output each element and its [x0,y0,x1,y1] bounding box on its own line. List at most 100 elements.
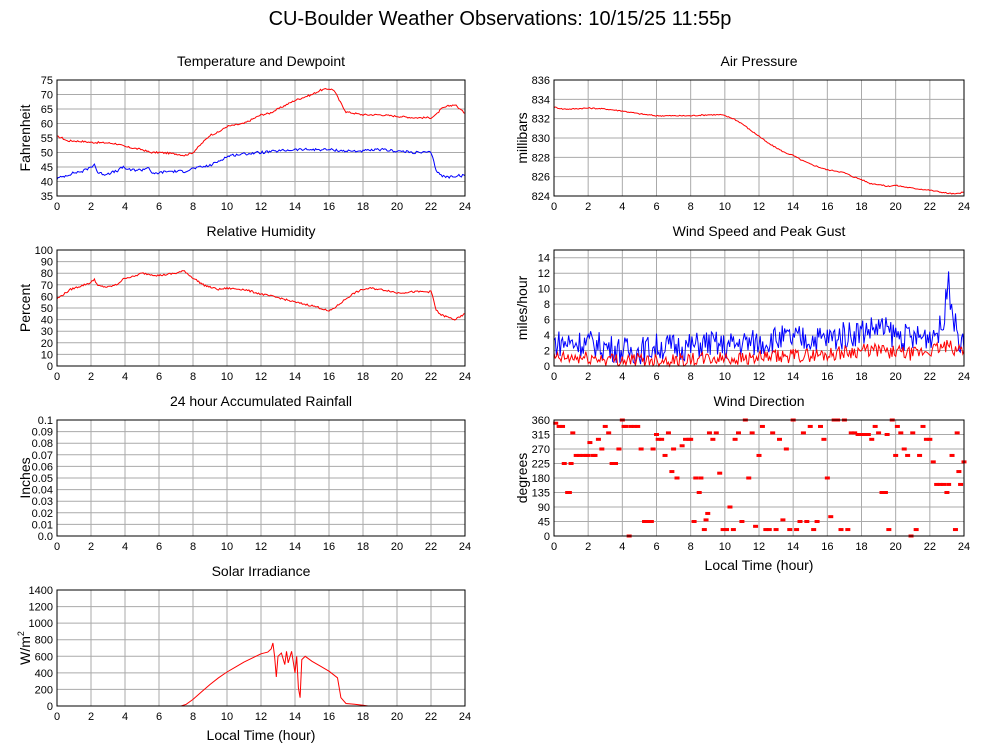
x-tick-label: 16 [821,371,833,383]
y-tick-label: 0.08 [32,438,53,450]
x-tick-label: 8 [190,711,196,723]
y-tick-label: 0 [544,531,550,543]
chart-title: Solar Irradiance [212,563,311,579]
y-tick-label: 90 [538,502,550,514]
y-tick-label: 70 [41,90,53,102]
data-point [824,476,830,480]
x-tick-label: 10 [221,201,233,213]
data-point [568,462,574,465]
y-tick-label: 834 [532,94,550,106]
x-tick-label: 14 [289,711,301,723]
y-tick-label: 75 [41,75,53,87]
y-tick-label: 50 [41,148,53,160]
plot-frame [56,589,466,707]
data-point [766,528,772,532]
data-point [587,441,593,445]
x-tick-label: 6 [653,541,659,553]
y-tick-label: 1200 [29,602,53,614]
data-point [884,433,890,436]
data-point [599,447,605,451]
x-tick-label: 22 [425,541,437,553]
page-title: CU-Boulder Weather Observations: 10/15/2… [268,8,732,30]
data-point [679,444,685,448]
data-point [923,437,929,441]
x-tick-label: 14 [289,371,301,383]
y-tick-label: 30 [41,326,53,338]
data-point [756,453,762,457]
data-point [665,431,671,435]
x-tick-label: 22 [924,371,936,383]
y-tick-label: 0.04 [32,485,53,497]
y-tick-label: 0 [47,361,53,373]
data-point [901,447,907,451]
y-tick-label: 0.05 [32,473,53,485]
data-point [749,431,755,435]
data-point [773,528,779,532]
data-point [797,520,803,523]
plot-frame [553,249,965,367]
x-tick-label: 8 [190,541,196,553]
y-tick-label: 90 [41,257,53,269]
data-point [879,491,885,494]
data-point [595,437,601,441]
x-tick-label: 12 [753,371,765,383]
y-tick-label: 40 [41,315,53,327]
x-tick-label: 18 [357,711,369,723]
x-tick-label: 10 [719,541,731,553]
data-point [777,437,782,441]
x-tick-label: 22 [425,711,437,723]
data-point [556,424,562,428]
data-point [674,476,680,480]
y-axis-label: miles/hour [514,275,530,340]
data-point [952,528,958,532]
y-tick-label: 836 [532,75,550,87]
data-point [852,431,858,435]
y-tick-label: 826 [532,172,550,184]
x-tick-label: 16 [323,201,335,213]
y-tick-label: 0 [544,361,550,373]
x-tick-label: 2 [585,201,591,213]
data-point [910,431,916,435]
data-point [696,491,702,494]
data-point [561,462,567,465]
data-point [580,453,586,457]
data-point [671,447,677,451]
y-tick-label: 55 [41,133,53,145]
data-point [570,431,576,435]
x-axis-label: Local Time (hour) [207,727,316,743]
x-tick-label: 2 [585,541,591,553]
data-point [838,528,844,532]
x-tick-label: 4 [619,201,625,213]
data-point [859,433,864,436]
data-point [807,424,813,428]
x-tick-label: 0 [54,201,60,213]
data-point [606,431,612,435]
y-tick-label: 0.09 [32,427,53,439]
y-tick-label: 12 [538,268,550,280]
x-tick-label: 8 [688,541,694,553]
data-point [616,447,622,451]
y-tick-label: 400 [35,668,53,680]
data-point [720,528,726,532]
y-axis-label: millibars [514,112,530,163]
y-tick-label: 0.02 [32,508,53,520]
data-point [821,437,827,441]
data-point [655,437,661,441]
x-tick-label: 18 [855,541,867,553]
x-tick-label: 22 [425,371,437,383]
x-tick-label: 16 [821,201,833,213]
data-point [577,453,583,457]
y-tick-label: 10 [538,284,550,296]
y-tick-label: 800 [35,635,53,647]
data-point [894,424,900,428]
y-tick-label: 100 [35,245,53,257]
x-tick-label: 8 [688,371,694,383]
x-tick-label: 24 [958,371,970,383]
data-point [814,520,820,523]
y-tick-label: 0.01 [32,519,53,531]
data-point [920,424,926,428]
y-tick-label: 0 [47,701,53,713]
y-tick-label: 824 [532,191,550,203]
data-point [705,511,711,515]
x-tick-label: 12 [753,201,765,213]
